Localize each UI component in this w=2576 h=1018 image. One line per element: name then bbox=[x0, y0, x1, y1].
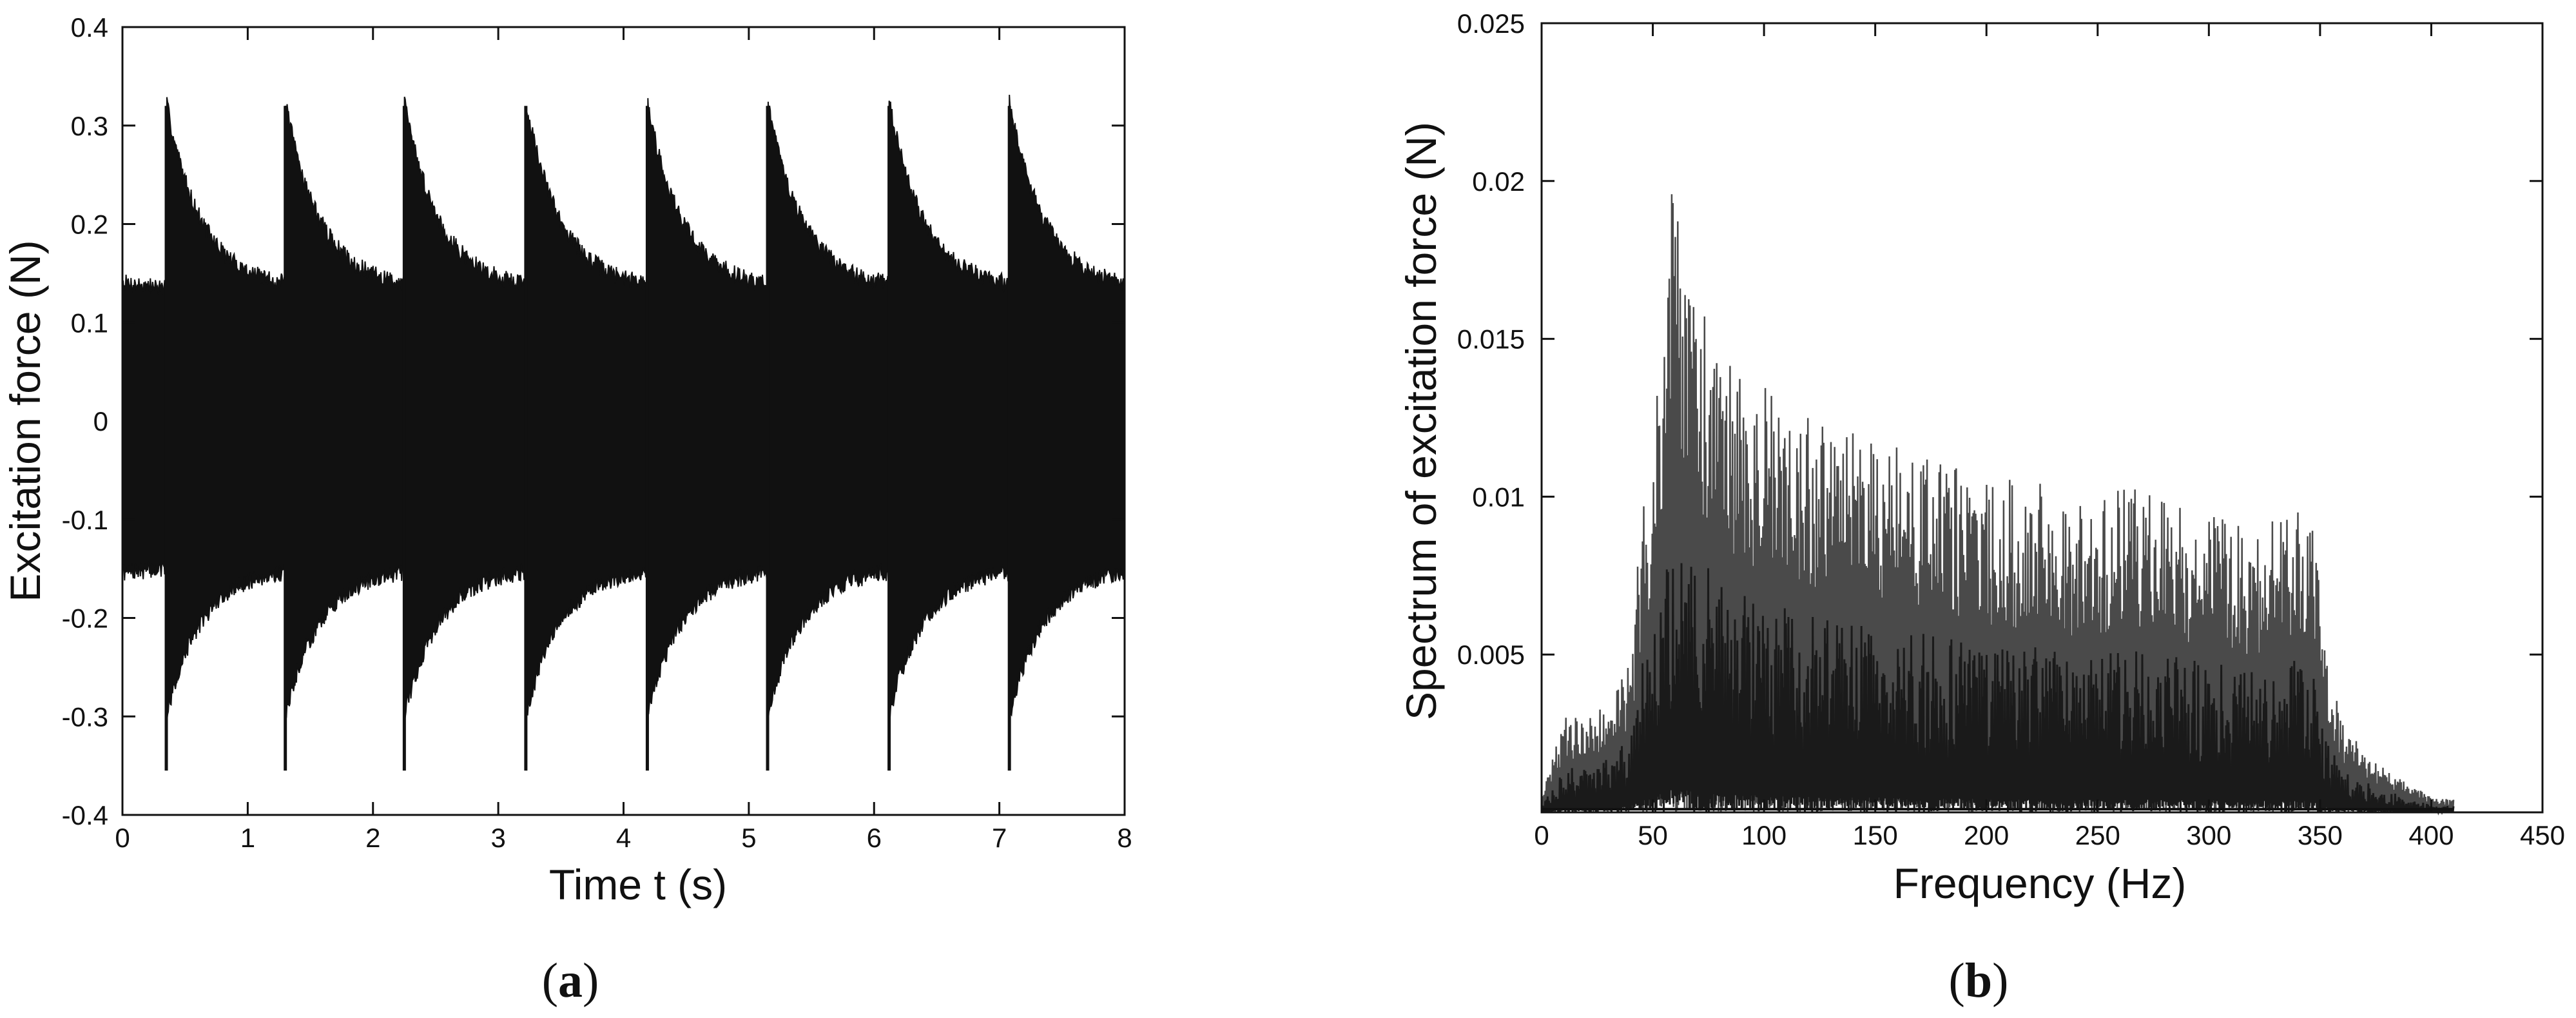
chart-b-x-tick-label: 150 bbox=[1853, 820, 1898, 850]
chart-b-x-tick-label: 50 bbox=[1638, 820, 1668, 850]
chart-b-x-tick-label: 300 bbox=[2186, 820, 2231, 850]
chart-b-x-tick-label: 250 bbox=[2075, 820, 2120, 850]
chart-b-y-tick-label: 0.015 bbox=[1457, 324, 1525, 355]
chart-b-y-tick-label: 0.005 bbox=[1457, 640, 1525, 670]
chart-a-y-tick-label: 0.2 bbox=[71, 210, 108, 240]
chart-a-y-tick-label: -0.4 bbox=[62, 800, 108, 830]
chart-a-y-tick-label: 0 bbox=[93, 406, 108, 436]
chart-b-x-tick-label: 450 bbox=[2520, 820, 2565, 850]
chart-panel-b: 0 50 100 150 200 250 300 350 400 450 0.005 0.01 0.01… bbox=[1397, 8, 2565, 1008]
chart-a-signal bbox=[122, 94, 1125, 771]
chart-a-y-tick-label: -0.1 bbox=[62, 505, 108, 535]
chart-a-y-tick-label: -0.2 bbox=[62, 603, 108, 634]
chart-a-x-tick-label: 2 bbox=[365, 823, 380, 853]
chart-a-panel-label: (a) bbox=[542, 954, 599, 1008]
chart-b-x-tick-label: 200 bbox=[1964, 820, 2009, 850]
chart-a-x-tick-label: 8 bbox=[1117, 823, 1132, 853]
chart-a-x-tick-label: 7 bbox=[992, 823, 1007, 853]
chart-b-x-tick-label: 400 bbox=[2408, 820, 2454, 850]
chart-a-x-axis-label: Time t (s) bbox=[549, 861, 727, 908]
chart-b-panel-label: (b) bbox=[1949, 954, 2009, 1008]
chart-a-y-tick-label: 0.4 bbox=[71, 12, 108, 43]
chart-a-x-tick-label: 0 bbox=[115, 823, 130, 853]
chart-a-x-tick-label: 6 bbox=[867, 823, 882, 853]
chart-b-spectrum bbox=[1540, 194, 2455, 816]
chart-b-ticks: 0 50 100 150 200 250 300 350 400 450 0.005 0.01 0.01… bbox=[1457, 8, 2565, 850]
chart-b-panel-letter: b bbox=[1965, 954, 1992, 1008]
chart-a-x-tick-label: 3 bbox=[490, 823, 505, 853]
chart-b-spectrum-line bbox=[1540, 194, 2455, 813]
chart-b-y-tick-label: 0.01 bbox=[1472, 482, 1525, 512]
chart-b-plot-frame bbox=[1540, 22, 2544, 814]
chart-a-ticks: 0 1 2 3 4 5 6 7 8 -0.4 -0.3 -0.2 -0.1 0 0.1 0.2 0.3 0.4 bbox=[62, 12, 1132, 853]
chart-b-x-tick-label: 0 bbox=[1534, 820, 1549, 850]
chart-a-signal-band bbox=[122, 94, 1125, 721]
chart-b-y-tick-label: 0.02 bbox=[1472, 166, 1525, 197]
chart-a-panel-letter: a bbox=[558, 954, 583, 1008]
chart-b-x-tick-label: 350 bbox=[2298, 820, 2343, 850]
chart-a-y-tick-label: 0.3 bbox=[71, 111, 108, 141]
chart-panel-a: 0 1 2 3 4 5 6 7 8 -0.4 -0.3 -0.2 -0.1 0 0.1 0.2 0.3 0.4 T… bbox=[1, 12, 1132, 1008]
chart-b-x-tick-label: 100 bbox=[1741, 820, 1787, 850]
chart-b-x-axis-label: Frequency (Hz) bbox=[1893, 859, 2187, 907]
chart-b-y-axis-label: Spectrum of excitation force (N) bbox=[1397, 122, 1445, 720]
chart-a-y-axis-label: Excitation force (N) bbox=[1, 240, 49, 602]
chart-a-x-tick-label: 1 bbox=[240, 823, 255, 853]
chart-a-x-tick-label: 5 bbox=[741, 823, 756, 853]
chart-a-y-tick-label: 0.1 bbox=[71, 308, 108, 338]
chart-b-y-tick-label: 0.025 bbox=[1457, 8, 1525, 39]
chart-a-y-tick-label: -0.3 bbox=[62, 701, 108, 732]
chart-a-x-tick-label: 4 bbox=[616, 823, 631, 853]
chart-b-spectrum-core bbox=[1540, 563, 2455, 816]
